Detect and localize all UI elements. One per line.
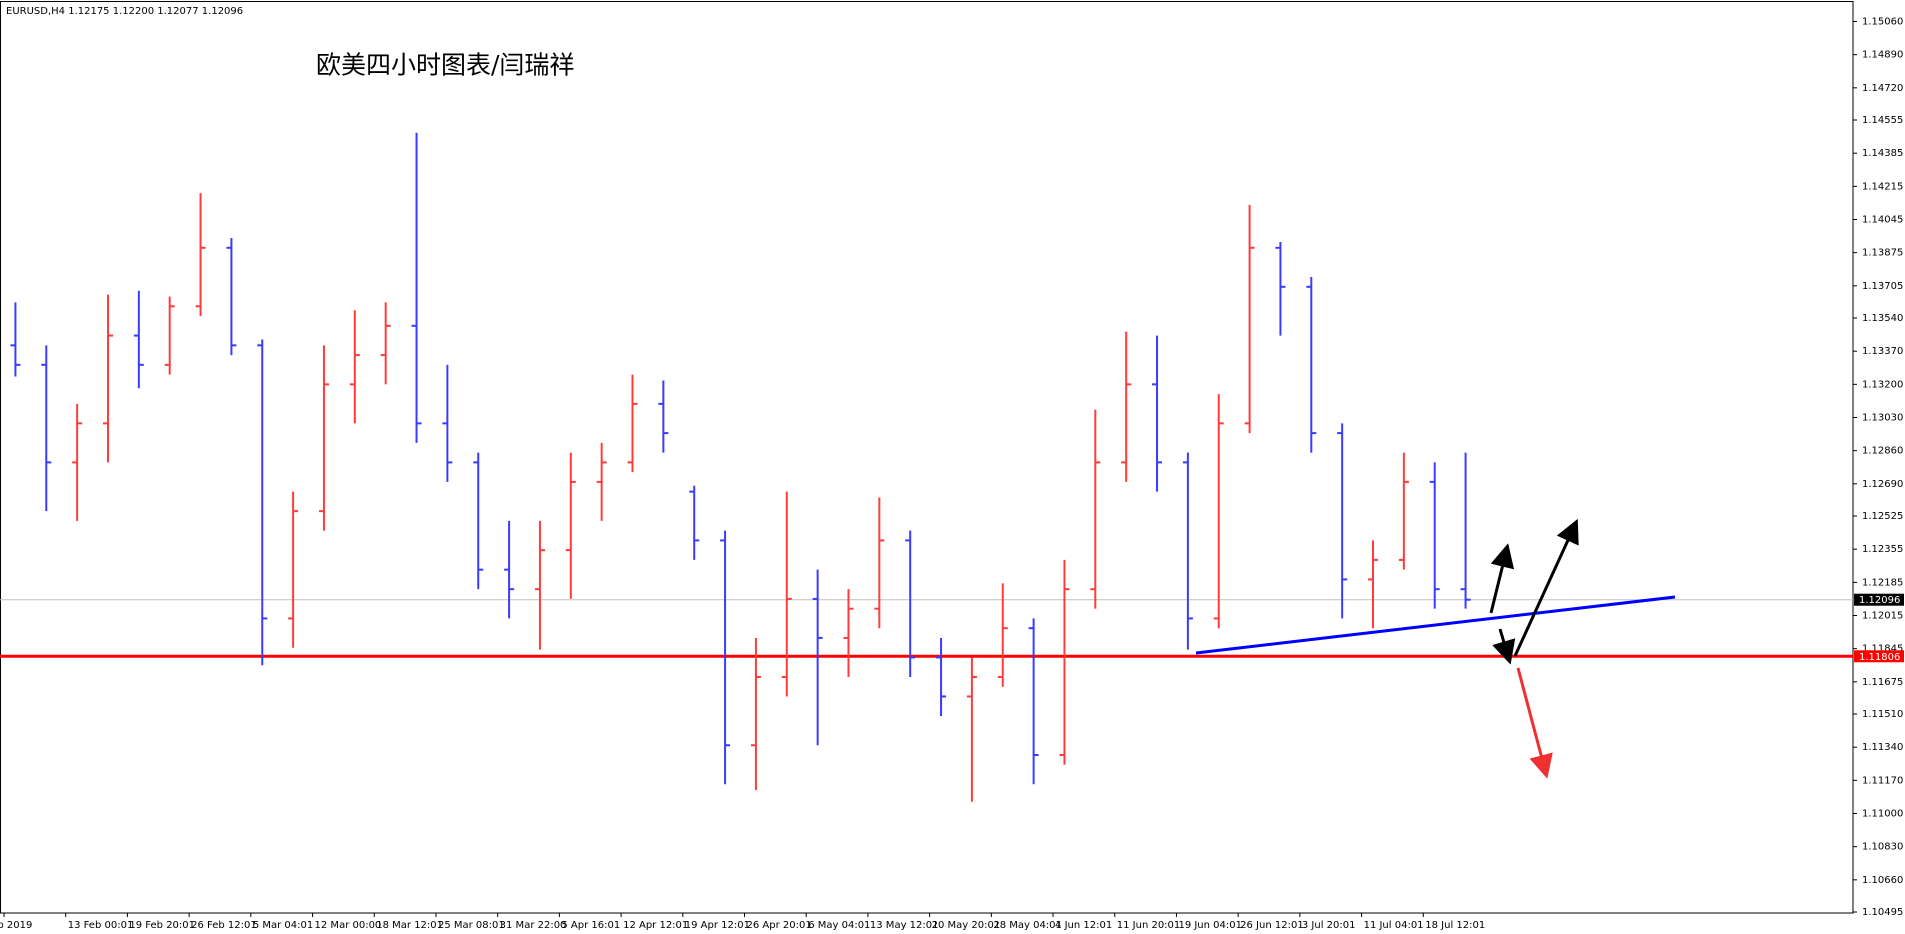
arrow <box>1513 518 1579 657</box>
y-tick-label: 1.14385 <box>1862 148 1903 159</box>
x-tick-label: 12 Apr 12:01 <box>623 920 688 931</box>
y-tick-label: 1.15060 <box>1862 17 1903 28</box>
x-tick-label: 20 May 20:01 <box>932 920 1001 931</box>
y-tick-label: 1.12015 <box>1862 611 1903 622</box>
y-tick-label: 1.13200 <box>1862 379 1903 390</box>
y-tick-label: 1.11340 <box>1862 742 1903 753</box>
x-tick-label: 18 Mar 12:01 <box>376 920 443 931</box>
price-label-box <box>1854 593 1904 606</box>
y-tick-label: 1.14720 <box>1862 83 1903 94</box>
x-tick-label: 26 Feb 12:01 <box>191 920 257 931</box>
plot-frame <box>0 1 1854 914</box>
y-tick-label: 1.11510 <box>1862 709 1903 720</box>
y-tick-label: 1.11675 <box>1862 677 1903 688</box>
y-tick-label: 1.14045 <box>1862 215 1903 226</box>
y-tick-label: 1.14555 <box>1862 115 1903 126</box>
annotations <box>1195 518 1676 779</box>
arrow <box>1489 543 1515 614</box>
x-tick-label: 31 Mar 22:00 <box>500 920 567 931</box>
x-tick-label: 11 Jul 04:01 <box>1364 920 1424 931</box>
x-tick-label: 28 May 04:01 <box>993 920 1062 931</box>
y-tick-label: 1.12690 <box>1862 479 1903 490</box>
y-tick-label: 1.10830 <box>1862 842 1903 853</box>
y-tick-label: 1.11845 <box>1862 644 1903 655</box>
x-tick-label: 13 May 12:01 <box>870 920 939 931</box>
y-tick-label: 1.13875 <box>1862 248 1903 259</box>
y-tick-label: 1.13705 <box>1862 281 1903 292</box>
x-tick-label: 3 Jul 20:01 <box>1302 920 1356 931</box>
y-tick-label: 1.13540 <box>1862 313 1903 324</box>
price-label: 1.12096 <box>1859 595 1900 606</box>
arrow <box>1492 628 1516 665</box>
trend-line <box>1195 595 1676 655</box>
chart-title: 欧美四小时图表/闫瑞祥 <box>316 51 574 80</box>
x-tick-label: 4 Jun 12:01 <box>1055 920 1112 931</box>
price-label-box <box>1854 650 1904 663</box>
x-tick-label: 5 Apr 16:01 <box>561 920 620 931</box>
y-tick-label: 1.12185 <box>1862 577 1903 588</box>
plot-area <box>0 132 1853 802</box>
x-tick-label: 11 Jun 20:01 <box>1117 920 1181 931</box>
y-tick-label: 1.12860 <box>1862 446 1903 457</box>
x-tick-label: 12 Mar 00:00 <box>315 920 382 931</box>
x-tick-label: Feb 2019 <box>0 920 32 931</box>
y-tick-label: 1.13030 <box>1862 413 1903 424</box>
y-tick-label: 1.12525 <box>1862 511 1903 522</box>
y-tick-label: 1.13370 <box>1862 346 1903 357</box>
y-tick-label: 1.10660 <box>1862 875 1903 886</box>
arrow <box>1516 667 1553 779</box>
y-tick-label: 1.14215 <box>1862 181 1903 192</box>
y-tick-label: 1.11000 <box>1862 809 1903 820</box>
chart-header: EURUSD,H4 1.12175 1.12200 1.12077 1.1209… <box>6 6 243 17</box>
x-tick-label: 26 Apr 20:01 <box>747 920 812 931</box>
x-tick-label: 18 Jul 12:01 <box>1425 920 1485 931</box>
x-tick-label: 19 Jun 04:01 <box>1178 920 1242 931</box>
x-tick-label: 19 Feb 20:01 <box>129 920 195 931</box>
y-tick-label: 1.11170 <box>1862 775 1903 786</box>
x-tick-label: 25 Mar 08:01 <box>438 920 505 931</box>
y-tick-label: 1.10495 <box>1862 907 1903 918</box>
x-tick-label: 26 Jun 12:01 <box>1240 920 1304 931</box>
y-tick-label: 1.14890 <box>1862 50 1903 61</box>
x-tick-label: 6 May 04:01 <box>808 920 870 931</box>
price-label: 1.11806 <box>1859 652 1900 663</box>
x-tick-label: 13 Feb 00:01 <box>68 920 134 931</box>
x-tick-label: 5 Mar 04:01 <box>253 920 313 931</box>
x-tick-label: 19 Apr 12:01 <box>685 920 750 931</box>
y-tick-label: 1.12355 <box>1862 544 1903 555</box>
